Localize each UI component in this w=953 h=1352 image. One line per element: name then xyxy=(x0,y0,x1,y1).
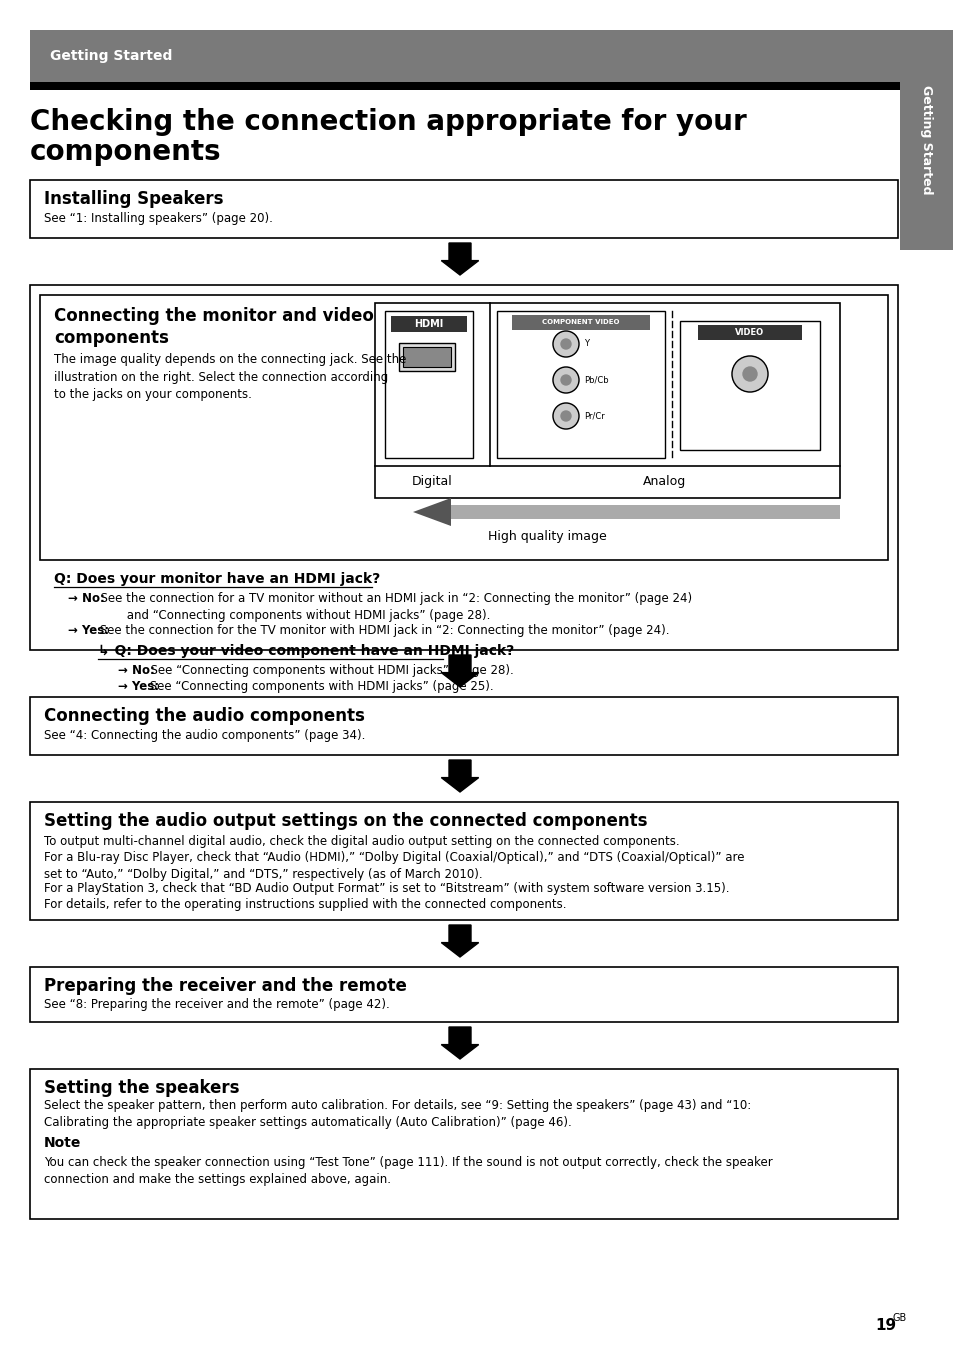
Polygon shape xyxy=(441,243,478,274)
Text: HDMI: HDMI xyxy=(414,319,443,329)
Text: See “8: Preparing the receiver and the remote” (page 42).: See “8: Preparing the receiver and the r… xyxy=(44,998,390,1011)
Text: COMPONENT VIDEO: COMPONENT VIDEO xyxy=(541,319,619,326)
Text: Getting Started: Getting Started xyxy=(920,85,933,195)
Polygon shape xyxy=(441,1028,478,1059)
Text: Connecting the audio components: Connecting the audio components xyxy=(44,707,364,725)
FancyBboxPatch shape xyxy=(899,30,953,250)
Polygon shape xyxy=(413,498,451,526)
FancyBboxPatch shape xyxy=(698,324,801,339)
Text: → No:: → No: xyxy=(118,664,154,677)
Text: Connecting the monitor and video
components: Connecting the monitor and video compone… xyxy=(54,307,374,347)
Polygon shape xyxy=(441,760,478,792)
Text: You can check the speaker connection using “Test Tone” (page 111). If the sound : You can check the speaker connection usi… xyxy=(44,1156,772,1186)
Polygon shape xyxy=(451,506,840,519)
Text: For details, refer to the operating instructions supplied with the connected com: For details, refer to the operating inst… xyxy=(44,898,566,911)
FancyBboxPatch shape xyxy=(30,285,897,650)
Text: Preparing the receiver and the remote: Preparing the receiver and the remote xyxy=(44,977,406,995)
Text: → Yes:: → Yes: xyxy=(118,680,159,694)
FancyBboxPatch shape xyxy=(385,311,473,458)
Text: ↳ Q: Does your video component have an HDMI jack?: ↳ Q: Does your video component have an H… xyxy=(98,644,514,658)
Text: Y: Y xyxy=(583,339,588,349)
Text: See “1: Installing speakers” (page 20).: See “1: Installing speakers” (page 20). xyxy=(44,212,273,224)
Text: For a Blu-ray Disc Player, check that “Audio (HDMI),” “Dolby Digital (Coaxial/Op: For a Blu-ray Disc Player, check that “A… xyxy=(44,850,743,882)
Text: Note: Note xyxy=(44,1136,81,1151)
Text: The image quality depends on the connecting jack. See the
illustration on the ri: The image quality depends on the connect… xyxy=(54,353,406,402)
Text: See the connection for the TV monitor with HDMI jack in “2: Connecting the monit: See the connection for the TV monitor wi… xyxy=(96,625,669,637)
Text: Getting Started: Getting Started xyxy=(50,49,172,64)
FancyBboxPatch shape xyxy=(30,1069,897,1220)
FancyBboxPatch shape xyxy=(679,320,820,450)
Text: Select the speaker pattern, then perform auto calibration. For details, see “9: : Select the speaker pattern, then perform… xyxy=(44,1099,750,1129)
Text: components: components xyxy=(30,138,221,166)
Text: Setting the audio output settings on the connected components: Setting the audio output settings on the… xyxy=(44,813,647,830)
Circle shape xyxy=(553,366,578,393)
FancyBboxPatch shape xyxy=(497,311,664,458)
Text: Installing Speakers: Installing Speakers xyxy=(44,191,223,208)
Text: To output multi-channel digital audio, check the digital audio output setting on: To output multi-channel digital audio, c… xyxy=(44,836,679,848)
FancyBboxPatch shape xyxy=(402,347,451,366)
Text: Q: Does your monitor have an HDMI jack?: Q: Does your monitor have an HDMI jack? xyxy=(54,572,380,585)
FancyBboxPatch shape xyxy=(30,698,897,754)
Circle shape xyxy=(560,411,571,420)
FancyBboxPatch shape xyxy=(30,30,899,82)
Text: Setting the speakers: Setting the speakers xyxy=(44,1079,239,1096)
Text: See “4: Connecting the audio components” (page 34).: See “4: Connecting the audio components”… xyxy=(44,729,365,742)
Circle shape xyxy=(731,356,767,392)
FancyBboxPatch shape xyxy=(512,315,649,330)
Text: → Yes:: → Yes: xyxy=(68,625,109,637)
FancyBboxPatch shape xyxy=(30,180,897,238)
Polygon shape xyxy=(441,925,478,957)
Text: Checking the connection appropriate for your: Checking the connection appropriate for … xyxy=(30,108,746,137)
FancyBboxPatch shape xyxy=(40,295,887,560)
Circle shape xyxy=(553,403,578,429)
FancyBboxPatch shape xyxy=(30,82,899,91)
Text: GB: GB xyxy=(892,1313,906,1324)
FancyBboxPatch shape xyxy=(30,802,897,919)
Text: VIDEO: VIDEO xyxy=(735,329,763,337)
Circle shape xyxy=(560,339,571,349)
Text: See “Connecting components with HDMI jacks” (page 25).: See “Connecting components with HDMI jac… xyxy=(146,680,493,694)
FancyBboxPatch shape xyxy=(398,343,455,370)
Text: See “Connecting components without HDMI jacks” (page 28).: See “Connecting components without HDMI … xyxy=(143,664,514,677)
Polygon shape xyxy=(441,654,478,687)
Text: Pr/Cr: Pr/Cr xyxy=(583,411,604,420)
Circle shape xyxy=(553,331,578,357)
Text: → No:: → No: xyxy=(68,592,105,604)
Text: 19: 19 xyxy=(874,1318,895,1333)
Text: Analog: Analog xyxy=(642,476,686,488)
Text: For a PlayStation 3, check that “BD Audio Output Format” is set to “Bitstream” (: For a PlayStation 3, check that “BD Audi… xyxy=(44,882,729,895)
Text: Digital: Digital xyxy=(411,476,452,488)
FancyBboxPatch shape xyxy=(375,303,840,498)
Text: High quality image: High quality image xyxy=(488,530,606,544)
Text: Pb/Cb: Pb/Cb xyxy=(583,376,608,384)
FancyBboxPatch shape xyxy=(30,967,897,1022)
Text: See the connection for a TV monitor without an HDMI jack in “2: Connecting the m: See the connection for a TV monitor with… xyxy=(92,592,691,622)
FancyBboxPatch shape xyxy=(391,316,467,333)
Circle shape xyxy=(742,366,757,381)
Circle shape xyxy=(560,375,571,385)
